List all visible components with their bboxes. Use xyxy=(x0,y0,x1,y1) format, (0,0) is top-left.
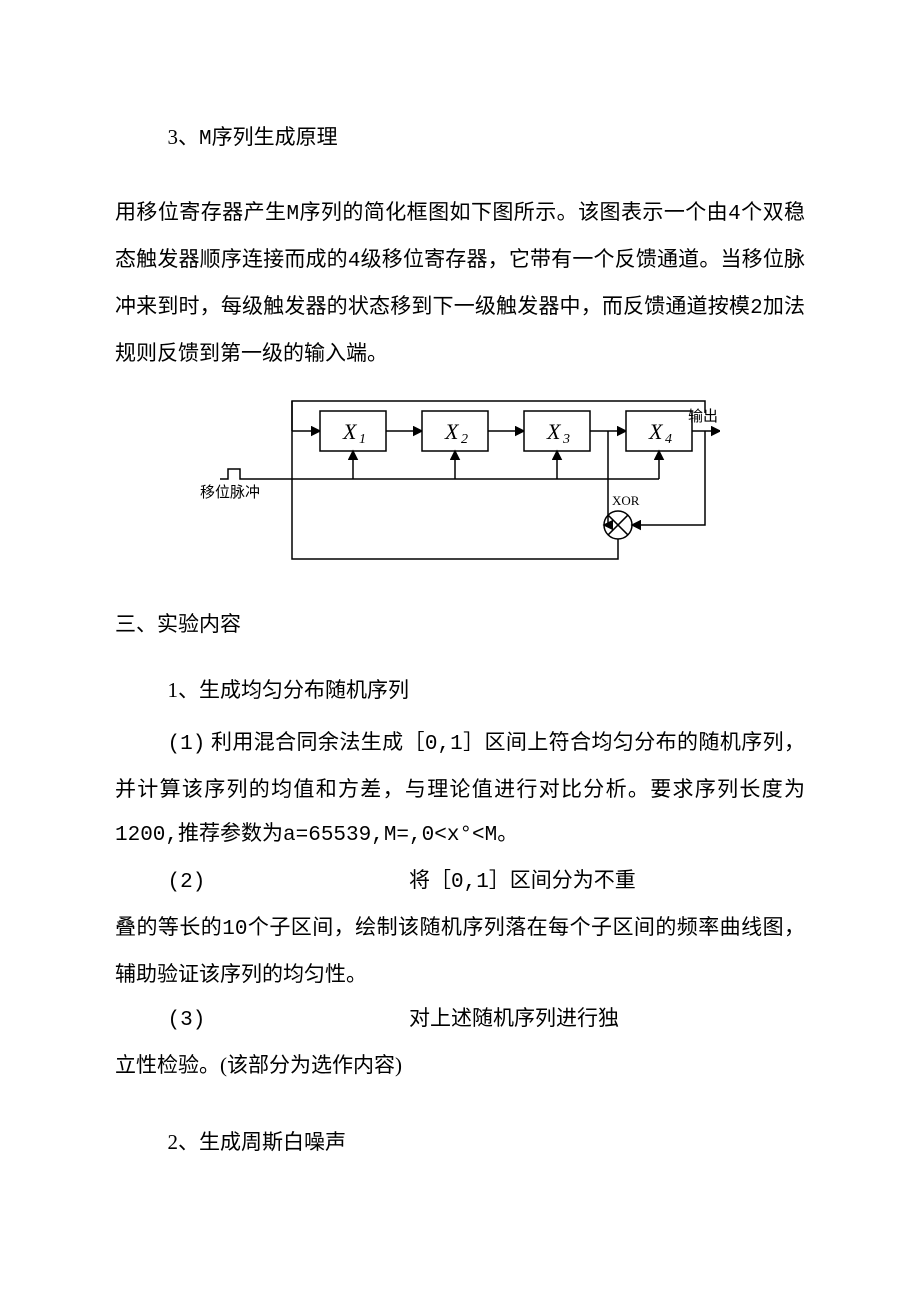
svg-text:X: X xyxy=(546,419,562,444)
svg-text:X: X xyxy=(444,419,460,444)
item-1-3-cont: 立性检验。(该部分为选作内容) xyxy=(115,1043,805,1087)
section-experiment-content: 三、实验内容 xyxy=(115,602,805,646)
item-1-2-cont: 叠的等长的10个子区间，绘制该随机序列落在每个子区间的频率曲线图，辅助验证该序列… xyxy=(115,905,805,996)
heading-rest: 序列生成原理 xyxy=(212,125,338,149)
item-2-heading: 2、生成周斯白噪声 xyxy=(115,1120,805,1164)
heading-mono: M xyxy=(199,128,212,151)
svg-text:2: 2 xyxy=(461,432,468,447)
heading-m-sequence: 3、M序列生成原理 xyxy=(115,115,805,162)
svg-text:3: 3 xyxy=(562,432,570,447)
svg-text:XOR: XOR xyxy=(612,493,640,508)
svg-text:X: X xyxy=(648,419,664,444)
svg-text:X: X xyxy=(342,419,358,444)
svg-text:1: 1 xyxy=(359,432,366,447)
svg-text:移位脉冲: 移位脉冲 xyxy=(200,484,260,501)
item-1-heading: 1、生成均匀分布随机序列 xyxy=(115,668,805,712)
svg-text:输出: 输出 xyxy=(688,408,718,425)
heading-num: 3、 xyxy=(168,125,200,149)
paragraph-intro: 用移位寄存器产生M序列的简化框图如下图所示。该图表示一个由4个双稳态触发器顺序连… xyxy=(115,190,805,375)
shift-register-diagram: X1X2X3X4移位脉冲输出XOR xyxy=(200,393,720,583)
item-1-2-line1: (2) 将［0,1］区间分为不重 xyxy=(115,858,805,905)
spacer xyxy=(115,1088,805,1112)
svg-text:4: 4 xyxy=(665,432,672,447)
item-1-3-line1: (3) 对上述随机序列进行独 xyxy=(115,996,805,1043)
item-1-1: (1) 利用混合同余法生成［0,1］区间上符合均匀分布的随机序列，并计算该序列的… xyxy=(115,720,805,858)
